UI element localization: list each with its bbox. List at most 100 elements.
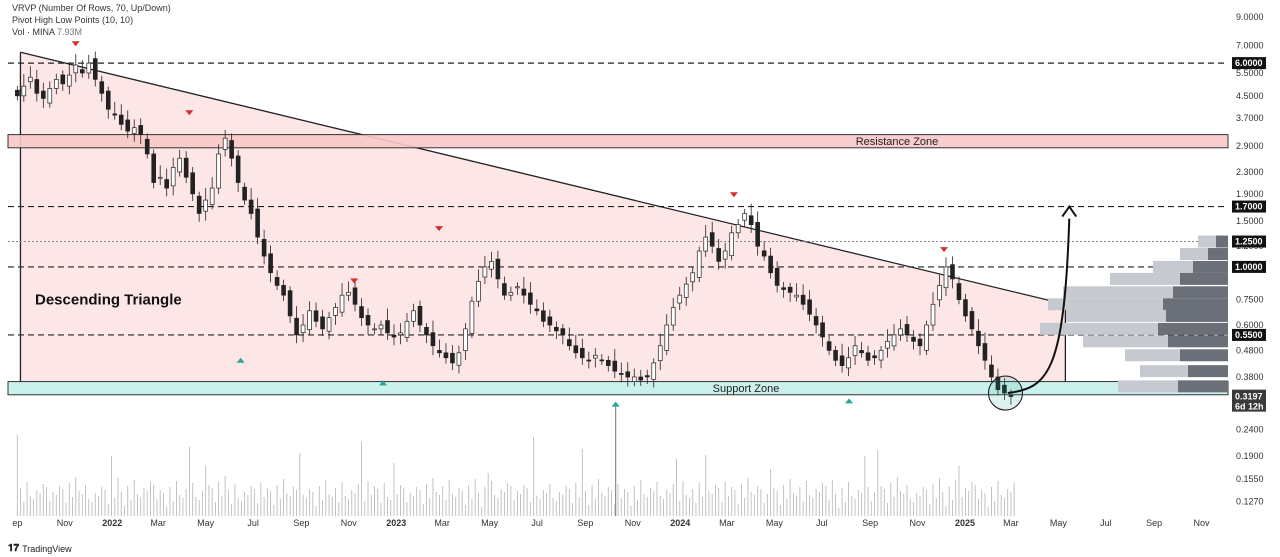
projection-arrow [1007, 218, 1071, 395]
x-tick-label: 2023 [386, 518, 406, 528]
candle-body [976, 330, 981, 347]
candle-body [528, 292, 533, 305]
candle-body [534, 308, 540, 312]
candle-body [729, 232, 734, 257]
volume-bars [16, 403, 1015, 516]
candle-body [599, 359, 605, 362]
candle-body [950, 264, 955, 280]
y-axis[interactable]: 9.0000 7.0000 5.5000 4.5000 3.7000 2.9000 2.30… [1232, 12, 1266, 507]
vrvp-up-bar [1110, 272, 1180, 285]
candle-body [424, 326, 429, 336]
projection-arrowhead [1061, 204, 1078, 218]
y-tick-label: 5.5000 [1236, 68, 1264, 78]
y-tick-label: 4.5000 [1236, 91, 1264, 101]
candle-body [839, 355, 845, 366]
candle-body [963, 299, 968, 317]
y-tick-label: 9.0000 [1236, 12, 1264, 22]
candles [15, 51, 1014, 405]
candle-body [118, 114, 124, 125]
y-tick-label: 3.7000 [1236, 113, 1264, 123]
candle-body [177, 157, 182, 173]
vrvp-down-bar [1216, 235, 1228, 248]
legend-volume-value: 7.93M [57, 27, 83, 37]
candle-body [450, 352, 455, 364]
candle-body [683, 283, 689, 298]
vrvp-down-bar [1188, 365, 1228, 378]
candle-body [794, 294, 799, 298]
x-tick-label: Jul [1100, 518, 1112, 528]
x-tick-label: Nov [57, 518, 74, 528]
x-axis[interactable]: ep Nov 2022 Mar May Jul Sep Nov 2023 Mar May Jul Sep… [12, 518, 1210, 528]
candle-body [463, 328, 468, 351]
candle-body [398, 332, 403, 336]
candle-body [735, 224, 741, 234]
candle-body [995, 376, 1001, 390]
candle-body [235, 155, 241, 183]
candle-body [547, 316, 553, 326]
pivot-high-marker [71, 41, 80, 47]
y-tick-label: 0.4800 [1236, 345, 1264, 355]
tradingview-logo-icon: 𝟏𝟕 [8, 543, 20, 554]
candle-body [1008, 394, 1014, 397]
zones: Resistance Zone Support Zone [7, 134, 1229, 396]
support-zone-label: Support Zone [713, 383, 780, 395]
candle-body [502, 283, 507, 296]
x-tick-label: Nov [341, 518, 358, 528]
candle-body [489, 261, 494, 270]
candle-body [969, 311, 975, 330]
x-tick-label: 2024 [670, 518, 690, 528]
legend-vrvp[interactable]: VRVP (Number Of Rows, 70, Up/Down) [12, 3, 171, 13]
candle-body [112, 113, 118, 116]
candle-body [657, 345, 663, 362]
candle-body [359, 306, 364, 319]
pivot-low-marker [611, 401, 620, 407]
candle-body [294, 317, 299, 336]
candle-body [333, 307, 338, 316]
legend-volume[interactable]: Vol · MINA 7.93M [12, 27, 82, 37]
candle-body [183, 157, 189, 178]
candle-body [300, 324, 306, 334]
candle-body [313, 310, 319, 322]
candle-body [677, 294, 683, 304]
candle-body [865, 352, 871, 361]
y-tick-label: 1.5000 [1236, 216, 1264, 226]
candle-body [443, 352, 449, 359]
candle-body [605, 359, 611, 366]
pivot-low-marker [379, 380, 388, 386]
candle-body [47, 88, 53, 104]
current-price-box [1232, 389, 1266, 412]
candle-body [612, 360, 618, 372]
candle-body [690, 272, 696, 283]
level-price-box [1232, 235, 1266, 248]
candle-body [872, 355, 877, 359]
candle-body [229, 140, 234, 159]
x-tick-label: Sep [293, 518, 309, 528]
candle-body [755, 222, 760, 247]
resistance-zone [7, 134, 1229, 149]
candle-body [664, 324, 670, 351]
x-tick-label: Mar [150, 518, 166, 528]
x-tick-label: Sep [577, 518, 593, 528]
candle-body [417, 305, 423, 326]
candle-body [937, 285, 942, 301]
x-tick-label: May [197, 518, 215, 528]
candle-body [320, 316, 325, 330]
candle-body [833, 350, 838, 361]
candle-body [859, 350, 864, 354]
level-price-box [1232, 200, 1266, 213]
level-price-box [1232, 57, 1266, 70]
legend-pivot[interactable]: Pivot High Low Points (10, 10) [12, 15, 134, 25]
candle-body [261, 239, 267, 257]
candle-body [15, 89, 20, 97]
y-tick-label: 0.6000 [1236, 320, 1264, 330]
triangle-upper-trendline [20, 51, 1066, 305]
level-price-label: 0.5500 [1235, 330, 1263, 340]
y-tick-label: 0.2400 [1236, 424, 1264, 434]
countdown-label: 6d 12h [1235, 402, 1264, 412]
candle-body [554, 326, 559, 332]
pivot-high-marker [729, 192, 738, 198]
candle-body [365, 315, 371, 326]
candle-body [956, 283, 962, 300]
x-tick-label: 2025 [955, 518, 975, 528]
